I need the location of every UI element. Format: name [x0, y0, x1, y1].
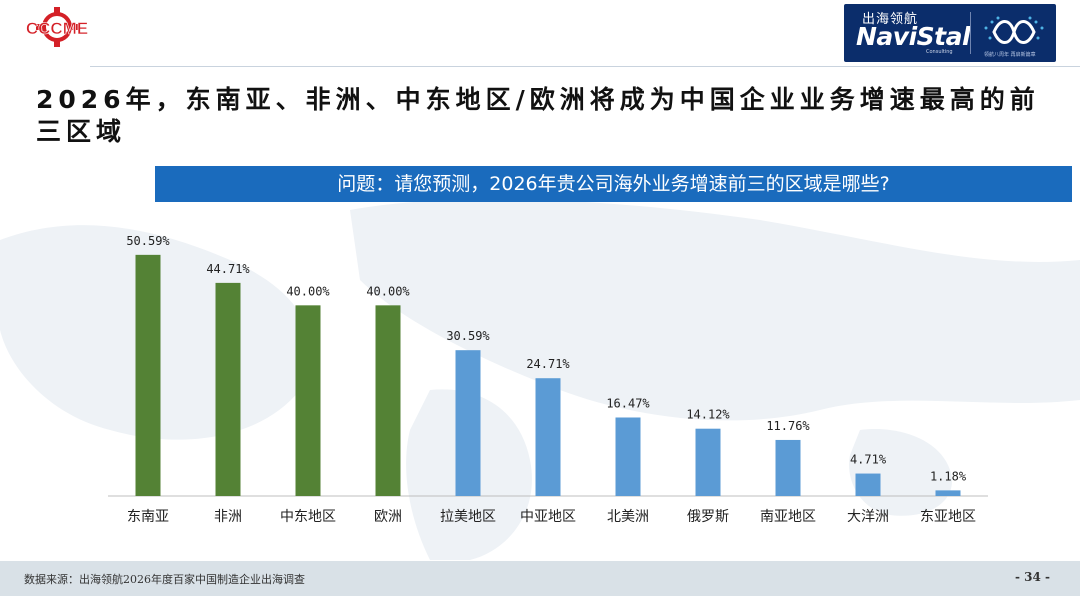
category-tick-label: 东亚地区 — [920, 509, 976, 525]
navistal-logo-sub: Consulting — [926, 49, 953, 55]
data-label: 50.59% — [126, 234, 170, 248]
logo-separator — [970, 12, 971, 54]
bar — [695, 428, 721, 496]
data-label: 40.00% — [286, 284, 330, 298]
bar — [375, 305, 401, 496]
category-tick-label: 非洲 — [214, 509, 242, 525]
navistal-logo-en: NaviStal — [856, 22, 971, 51]
navistal-logo-tag: 领航八周年 再启新篇章 — [984, 52, 1036, 58]
header-divider — [90, 66, 1080, 67]
data-label: 24.71% — [526, 357, 570, 371]
category-tick-label: 北美洲 — [607, 509, 649, 525]
bar — [855, 473, 881, 496]
bar — [295, 305, 321, 496]
data-label: 14.12% — [686, 408, 730, 422]
bar — [775, 439, 801, 496]
data-label: 30.59% — [446, 329, 490, 343]
category-tick-label: 拉美地区 — [440, 509, 496, 525]
bar — [455, 350, 481, 496]
category-tick-label: 东南亚 — [127, 509, 169, 525]
data-label: 44.71% — [206, 262, 250, 276]
page-title: 2026年，东南亚、非洲、中东地区/欧洲将成为中国企业业务增速最高的前三区域 — [36, 85, 1040, 146]
bar — [535, 378, 561, 496]
category-tick-label: 中东地区 — [280, 509, 336, 525]
bar — [935, 490, 961, 496]
cccme-logo-text: CCCME — [26, 19, 88, 38]
page-number: - 34 - — [1014, 570, 1050, 584]
bar — [135, 254, 161, 496]
category-tick-label: 俄罗斯 — [687, 509, 729, 525]
footer-bar: 数据来源：出海领航2026年度百家中国制造企业出海调查 - 34 - — [0, 561, 1080, 596]
bar — [215, 282, 241, 496]
data-source-note: 数据来源：出海领航2026年度百家中国制造企业出海调查 — [24, 573, 305, 586]
category-tick-label: 欧洲 — [374, 509, 402, 525]
data-label: 16.47% — [606, 396, 650, 410]
category-tick-label: 南亚地区 — [760, 509, 816, 525]
data-label: 40.00% — [366, 284, 410, 298]
navistal-logo: 出海领航 NaviStal Consulting 领航八周年 再启新篇章 — [844, 4, 1056, 62]
anniversary-emblem-icon — [984, 16, 1044, 44]
bar — [615, 417, 641, 496]
data-label: 4.71% — [850, 453, 887, 467]
navistal-logo-cn: 出海领航 — [862, 12, 919, 27]
survey-question-banner: 问题：请您预测，2026年贵公司海外业务增速前三的区域是哪些? — [155, 166, 1072, 202]
category-tick-label: 大洋洲 — [847, 509, 889, 525]
data-label: 1.18% — [930, 469, 967, 483]
data-label: 11.76% — [766, 419, 810, 433]
cccme-logo: CCCME — [26, 7, 88, 47]
world-map-background — [0, 200, 1080, 560]
category-tick-label: 中亚地区 — [520, 509, 576, 525]
